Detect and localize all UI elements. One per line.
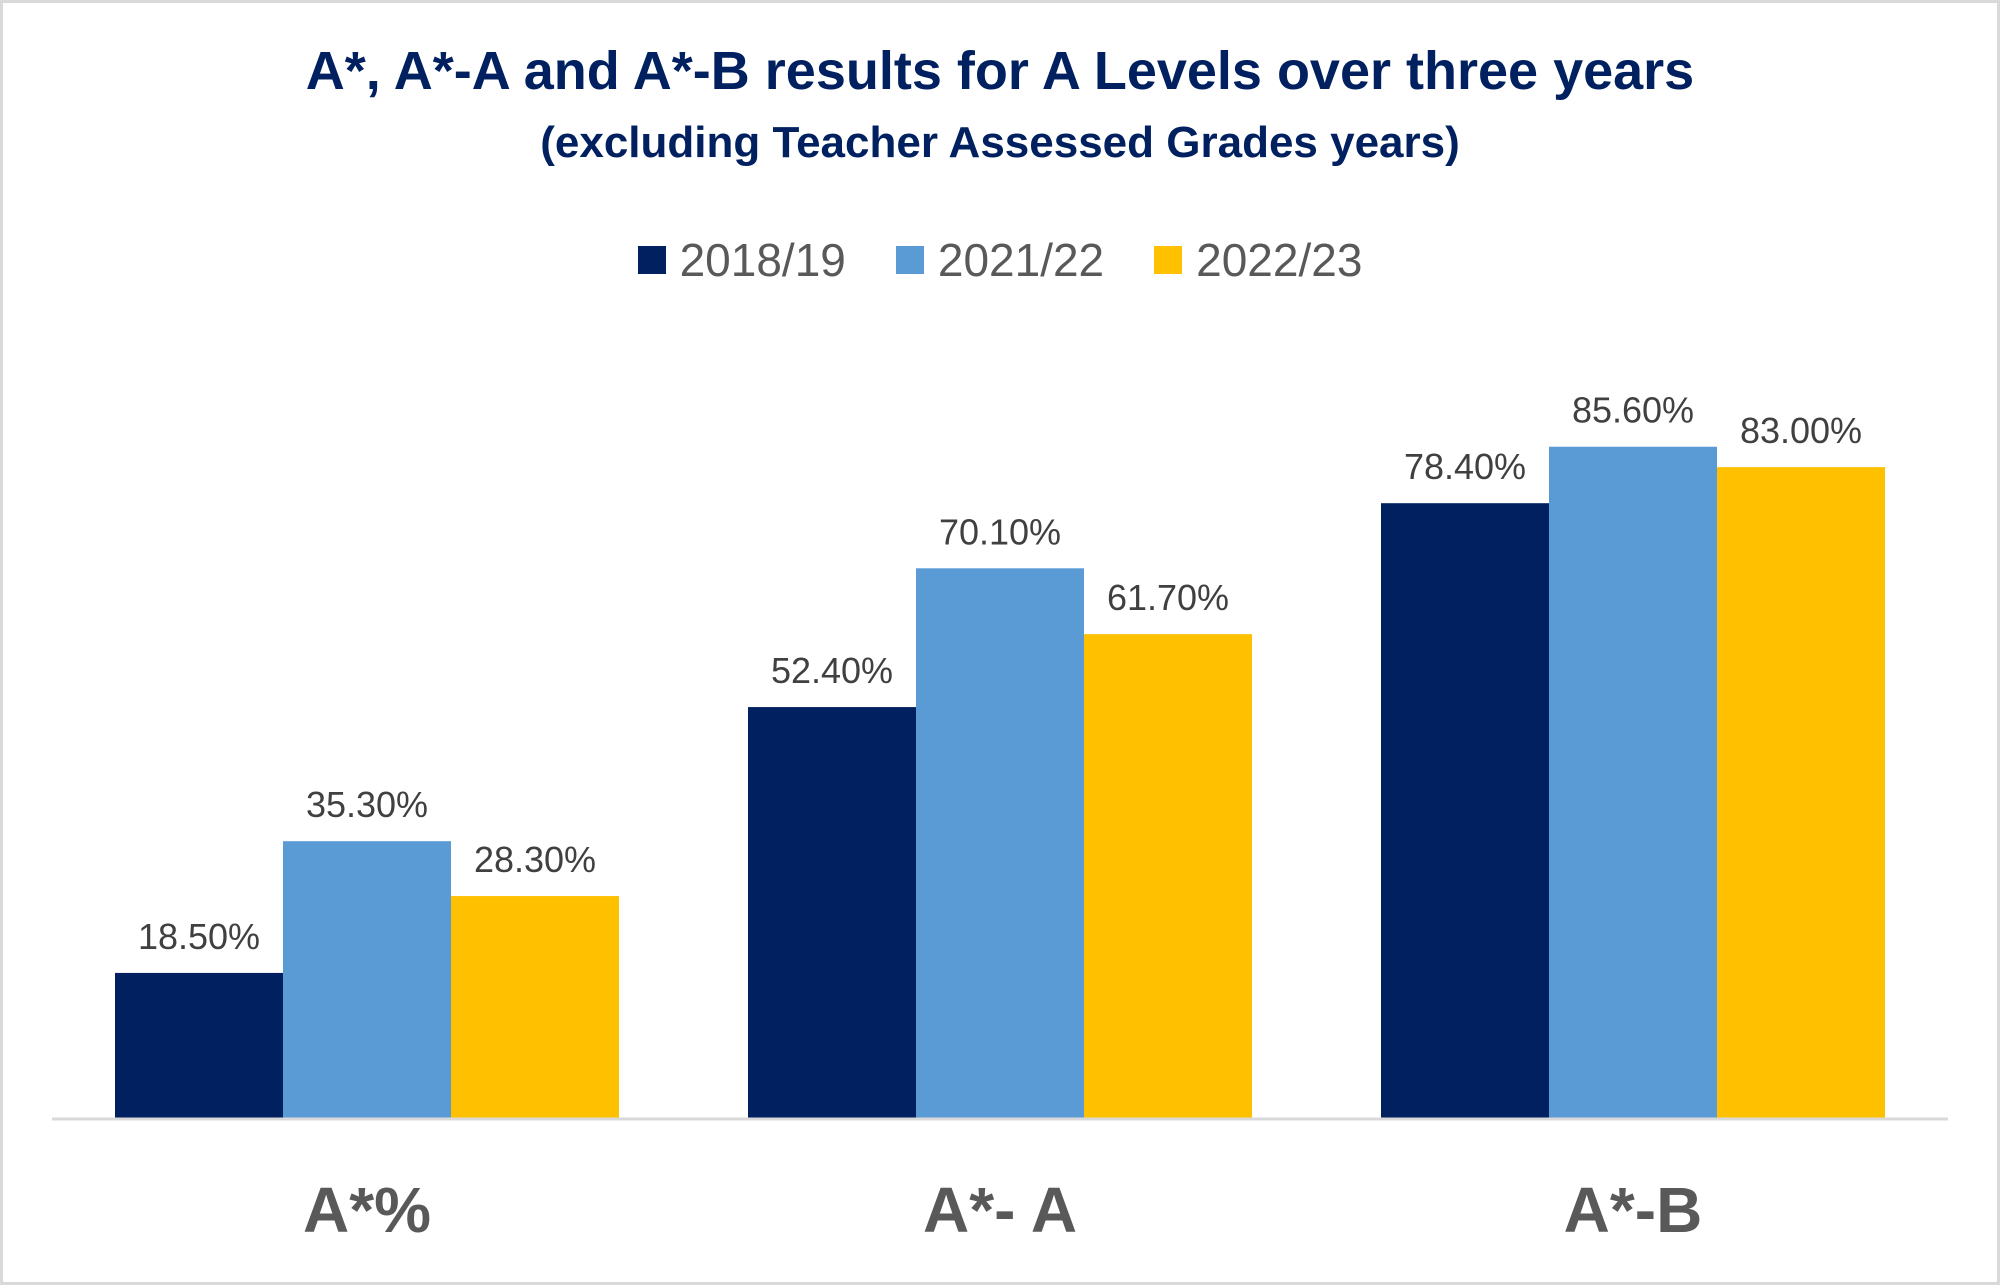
legend-item-2021-22: 2021/22 — [895, 233, 1105, 287]
bar-a-b-2018-19 — [1381, 503, 1549, 1119]
bar-a-a-2022-23 — [1084, 634, 1252, 1118]
data-label-a-b-2021-22: 85.60% — [1572, 390, 1694, 431]
category-labels-group: A*% A*- A A*-B — [303, 1174, 1702, 1246]
data-label-a-2021-22: 35.30% — [306, 784, 428, 825]
bar-a-a-2018-19 — [748, 707, 916, 1118]
data-label-a-b-2018-19: 78.40% — [1404, 446, 1526, 487]
data-label-a-2022-23: 28.30% — [474, 839, 596, 880]
data-label-a-2018-19: 18.50% — [138, 916, 260, 957]
legend-label-2018-19: 2018/19 — [679, 234, 846, 286]
legend-swatch-2021-22 — [895, 246, 924, 274]
data-label-a-b-2022-23: 83.00% — [1740, 410, 1862, 451]
bar-a-a-2021-22 — [916, 568, 1084, 1118]
data-label-a-a-2018-19: 52.40% — [771, 650, 893, 691]
bar-a-2018-19 — [115, 972, 283, 1118]
data-label-a-a-2022-23: 61.70% — [1107, 577, 1229, 618]
legend-label-2022-23: 2022/23 — [1196, 234, 1363, 286]
legend-swatch-2018-19 — [637, 246, 666, 274]
bar-a-b-2021-22 — [1549, 446, 1717, 1118]
legend-swatch-2022-23 — [1154, 246, 1183, 274]
data-label-a-a-2021-22: 70.10% — [939, 511, 1061, 552]
category-label-2: A*- A — [923, 1174, 1077, 1246]
chart-subtitle: (excluding Teacher Assessed Grades years… — [540, 118, 1460, 167]
bar-a-b-2022-23 — [1717, 467, 1885, 1118]
legend-item-2018-19: 2018/19 — [637, 233, 846, 287]
bars-group — [115, 446, 1885, 1119]
category-label-1: A*% — [303, 1174, 431, 1246]
chart-legend: 2018/19 2021/22 2022/23 — [0, 230, 2000, 290]
bar-a-2022-23 — [451, 896, 619, 1118]
category-label-3: A*-B — [1564, 1174, 1703, 1246]
legend-label-2021-22: 2021/22 — [937, 234, 1105, 286]
legend-item-2022-23: 2022/23 — [1154, 233, 1362, 287]
value-labels-group: 18.50% 35.30% 28.30% 52.40% 70.10% 61.70% 78.4… — [138, 390, 1862, 957]
chart-title: A*, A*-A and A*-B results for A Levels o… — [305, 41, 1695, 101]
bar-a-2021-22 — [283, 841, 451, 1118]
